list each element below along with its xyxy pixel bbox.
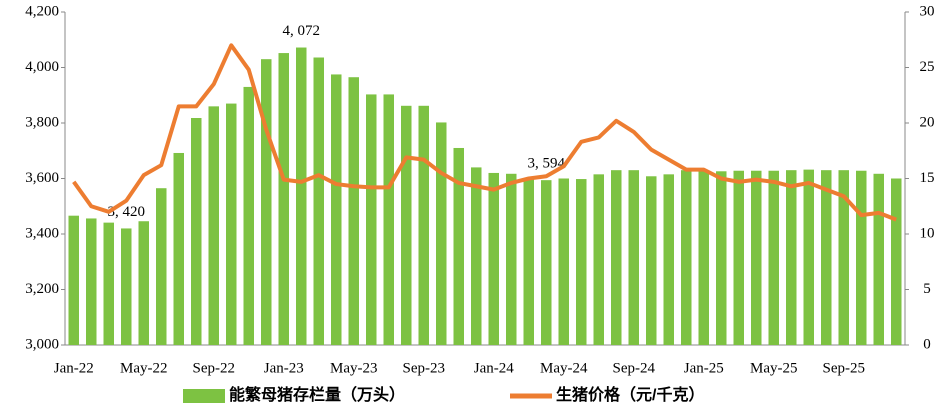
y-tick-label: 3,400	[25, 225, 59, 241]
bar	[383, 94, 394, 345]
y2-tick-label: 25	[920, 59, 935, 75]
x-tick-label: May-24	[540, 360, 588, 376]
y-tick-label: 4,000	[25, 59, 59, 75]
bar	[803, 169, 814, 345]
x-tick-label: Jan-25	[684, 360, 724, 376]
bar	[366, 94, 377, 345]
x-tick-label: Sep-24	[613, 360, 656, 376]
bar	[681, 170, 692, 345]
value-label: 3, 594	[528, 156, 566, 172]
bar	[313, 57, 324, 345]
bar	[331, 74, 342, 345]
bar	[576, 179, 587, 345]
y2-tick-label: 15	[920, 170, 935, 186]
x-tick-label: May-23	[330, 360, 378, 376]
y2-tick-label: 30	[920, 3, 935, 19]
bar	[418, 105, 429, 345]
legend-label: 能繁母猪存栏量（万头）	[229, 385, 405, 404]
bar	[628, 170, 639, 345]
x-tick-label: Sep-25	[823, 360, 866, 376]
bar	[663, 174, 674, 345]
bar	[891, 178, 902, 345]
bar	[261, 59, 272, 346]
bar	[86, 218, 97, 345]
bar	[191, 118, 202, 345]
y-tick-label: 3,200	[25, 281, 59, 297]
y2-tick-label: 5	[923, 281, 931, 297]
line	[72, 43, 897, 222]
y2-tick-label: 10	[920, 225, 935, 241]
bar	[436, 122, 447, 345]
y-tick-label: 3,600	[25, 170, 59, 186]
legend-swatch	[183, 389, 225, 403]
bar	[68, 215, 79, 345]
x-tick-label: Sep-22	[193, 360, 236, 376]
bar	[593, 174, 604, 345]
value-label: 3, 420	[108, 204, 146, 220]
bar	[873, 173, 884, 345]
x-tick-label: Jan-22	[54, 360, 94, 376]
bar	[506, 173, 517, 345]
bar	[401, 105, 412, 345]
x-tick-label: May-22	[120, 360, 168, 376]
y-tick-label: 3,800	[25, 114, 59, 130]
bar	[471, 167, 482, 345]
bar	[121, 228, 132, 345]
bar	[523, 178, 534, 345]
bar	[278, 53, 289, 345]
bar	[226, 103, 237, 345]
bar	[611, 170, 622, 345]
bar	[821, 170, 832, 345]
bar	[541, 180, 552, 345]
bar	[208, 106, 219, 345]
bar	[751, 170, 762, 345]
bar	[856, 170, 867, 345]
bar	[733, 170, 744, 345]
legend-label: 生猪价格（元/千克）	[556, 385, 704, 404]
bar	[173, 152, 184, 345]
bar	[348, 77, 359, 346]
bar	[488, 172, 499, 345]
bar	[838, 170, 849, 345]
bar	[296, 47, 307, 346]
bar	[453, 147, 464, 345]
y2-tick-label: 0	[923, 336, 931, 352]
bar	[698, 170, 709, 345]
bar	[768, 170, 779, 345]
x-tick-label: Jan-24	[474, 360, 514, 376]
y-tick-label: 3,000	[25, 336, 59, 352]
x-tick-label: Jan-23	[264, 360, 304, 376]
bar	[103, 222, 114, 345]
bar	[786, 170, 797, 345]
x-tick-label: May-25	[750, 360, 798, 376]
y-tick-label: 4,200	[25, 3, 59, 19]
bar	[558, 178, 569, 345]
x-tick-label: Sep-23	[403, 360, 446, 376]
bar	[716, 171, 727, 345]
y2-tick-label: 20	[920, 114, 935, 130]
bar	[156, 188, 167, 345]
value-label: 4, 072	[283, 23, 321, 39]
bar	[138, 221, 149, 345]
bar	[646, 176, 657, 345]
bar	[243, 86, 254, 346]
